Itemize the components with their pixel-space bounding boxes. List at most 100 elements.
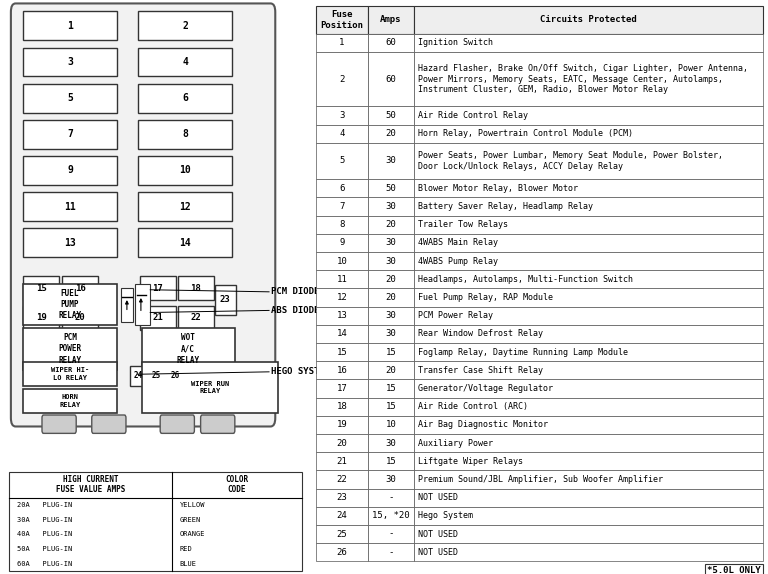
Text: 5: 5: [339, 157, 345, 165]
Text: Generator/Voltage Regulator: Generator/Voltage Regulator: [419, 384, 554, 393]
Text: 10: 10: [336, 257, 347, 266]
Text: 40A   PLUG-IN: 40A PLUG-IN: [17, 532, 72, 537]
Text: Premium Sound/JBL Amplifier, Sub Woofer Amplifier: Premium Sound/JBL Amplifier, Sub Woofer …: [419, 475, 664, 484]
Text: 15: 15: [386, 384, 396, 393]
Bar: [121, 288, 133, 322]
Bar: [414, 416, 763, 434]
Bar: [414, 379, 763, 398]
Bar: [23, 306, 59, 330]
Text: FUEL
PUMP
RELAY: FUEL PUMP RELAY: [58, 289, 81, 320]
Bar: [316, 106, 368, 125]
Text: ABS DIODE: ABS DIODE: [270, 306, 319, 315]
Text: Amps: Amps: [380, 15, 402, 24]
Text: 30: 30: [386, 257, 396, 266]
Bar: [138, 228, 232, 257]
Bar: [414, 398, 763, 416]
Text: 15: 15: [36, 284, 47, 293]
Bar: [23, 84, 117, 113]
Text: 21: 21: [153, 313, 164, 323]
Bar: [62, 306, 98, 330]
Text: 12: 12: [336, 293, 347, 302]
Bar: [178, 306, 214, 330]
Bar: [23, 192, 117, 221]
Bar: [316, 452, 368, 470]
Bar: [414, 179, 763, 197]
Text: 18: 18: [190, 284, 201, 293]
Text: -: -: [389, 530, 394, 538]
Bar: [316, 288, 368, 307]
Text: BLUE: BLUE: [180, 561, 197, 567]
Bar: [368, 270, 414, 288]
Text: Fuse
Position: Fuse Position: [320, 10, 363, 30]
Text: HIGH CURRENT
FUSE VALUE AMPS: HIGH CURRENT FUSE VALUE AMPS: [56, 475, 125, 494]
Text: Air Ride Control Relay: Air Ride Control Relay: [419, 111, 528, 120]
Text: 11: 11: [336, 275, 347, 284]
Text: 4WABS Pump Relay: 4WABS Pump Relay: [419, 257, 498, 266]
Bar: [140, 306, 176, 330]
Text: 30: 30: [386, 157, 396, 165]
Bar: [138, 156, 232, 185]
Text: 24: 24: [134, 371, 143, 381]
Text: 60A   PLUG-IN: 60A PLUG-IN: [17, 561, 72, 567]
Text: 6: 6: [182, 93, 188, 103]
Bar: [368, 215, 414, 234]
Text: 20: 20: [386, 366, 396, 375]
Text: Ignition Switch: Ignition Switch: [419, 38, 493, 47]
Text: -: -: [389, 493, 394, 502]
Bar: [316, 325, 368, 343]
Bar: [138, 84, 232, 113]
Text: 16: 16: [336, 366, 347, 375]
Text: 10: 10: [179, 165, 191, 176]
Text: 20: 20: [386, 220, 396, 229]
Text: 4: 4: [339, 129, 345, 138]
Bar: [414, 470, 763, 488]
Bar: [316, 143, 368, 179]
Bar: [414, 452, 763, 470]
Bar: [414, 270, 763, 288]
Text: Circuits Protected: Circuits Protected: [540, 15, 637, 24]
Bar: [368, 52, 414, 106]
Bar: [316, 270, 368, 288]
Text: 7: 7: [339, 202, 345, 211]
Bar: [23, 228, 117, 257]
Bar: [316, 398, 368, 416]
Bar: [135, 284, 151, 325]
Text: 8: 8: [182, 129, 188, 139]
Text: PCM DIODE: PCM DIODE: [270, 288, 319, 296]
Text: 30: 30: [386, 238, 396, 247]
Bar: [414, 215, 763, 234]
Bar: [368, 143, 414, 179]
Bar: [368, 488, 414, 507]
Bar: [414, 361, 763, 379]
Bar: [368, 125, 414, 143]
Bar: [368, 33, 414, 52]
Text: 17: 17: [336, 384, 347, 393]
Bar: [316, 543, 368, 561]
Bar: [141, 362, 278, 413]
Bar: [141, 328, 235, 370]
Bar: [316, 215, 368, 234]
Text: 11: 11: [64, 201, 76, 212]
Text: 60: 60: [386, 38, 396, 47]
Text: 30: 30: [386, 439, 396, 448]
Text: 3: 3: [339, 111, 345, 120]
Bar: [140, 276, 176, 300]
Bar: [23, 328, 117, 370]
Bar: [316, 179, 368, 197]
Bar: [414, 488, 763, 507]
Bar: [148, 366, 164, 386]
Bar: [23, 48, 117, 76]
Text: 7: 7: [67, 129, 73, 139]
Text: 2: 2: [182, 21, 188, 31]
Text: 13: 13: [64, 238, 76, 248]
Text: 9: 9: [67, 165, 73, 176]
Bar: [23, 284, 117, 325]
Text: 4: 4: [182, 57, 188, 67]
Text: 30: 30: [386, 329, 396, 338]
Text: *5.0L ONLY: *5.0L ONLY: [707, 566, 761, 574]
Bar: [62, 276, 98, 300]
FancyBboxPatch shape: [11, 3, 275, 426]
Text: Hego System: Hego System: [419, 511, 473, 521]
Text: NOT USED: NOT USED: [419, 530, 458, 538]
Bar: [368, 361, 414, 379]
